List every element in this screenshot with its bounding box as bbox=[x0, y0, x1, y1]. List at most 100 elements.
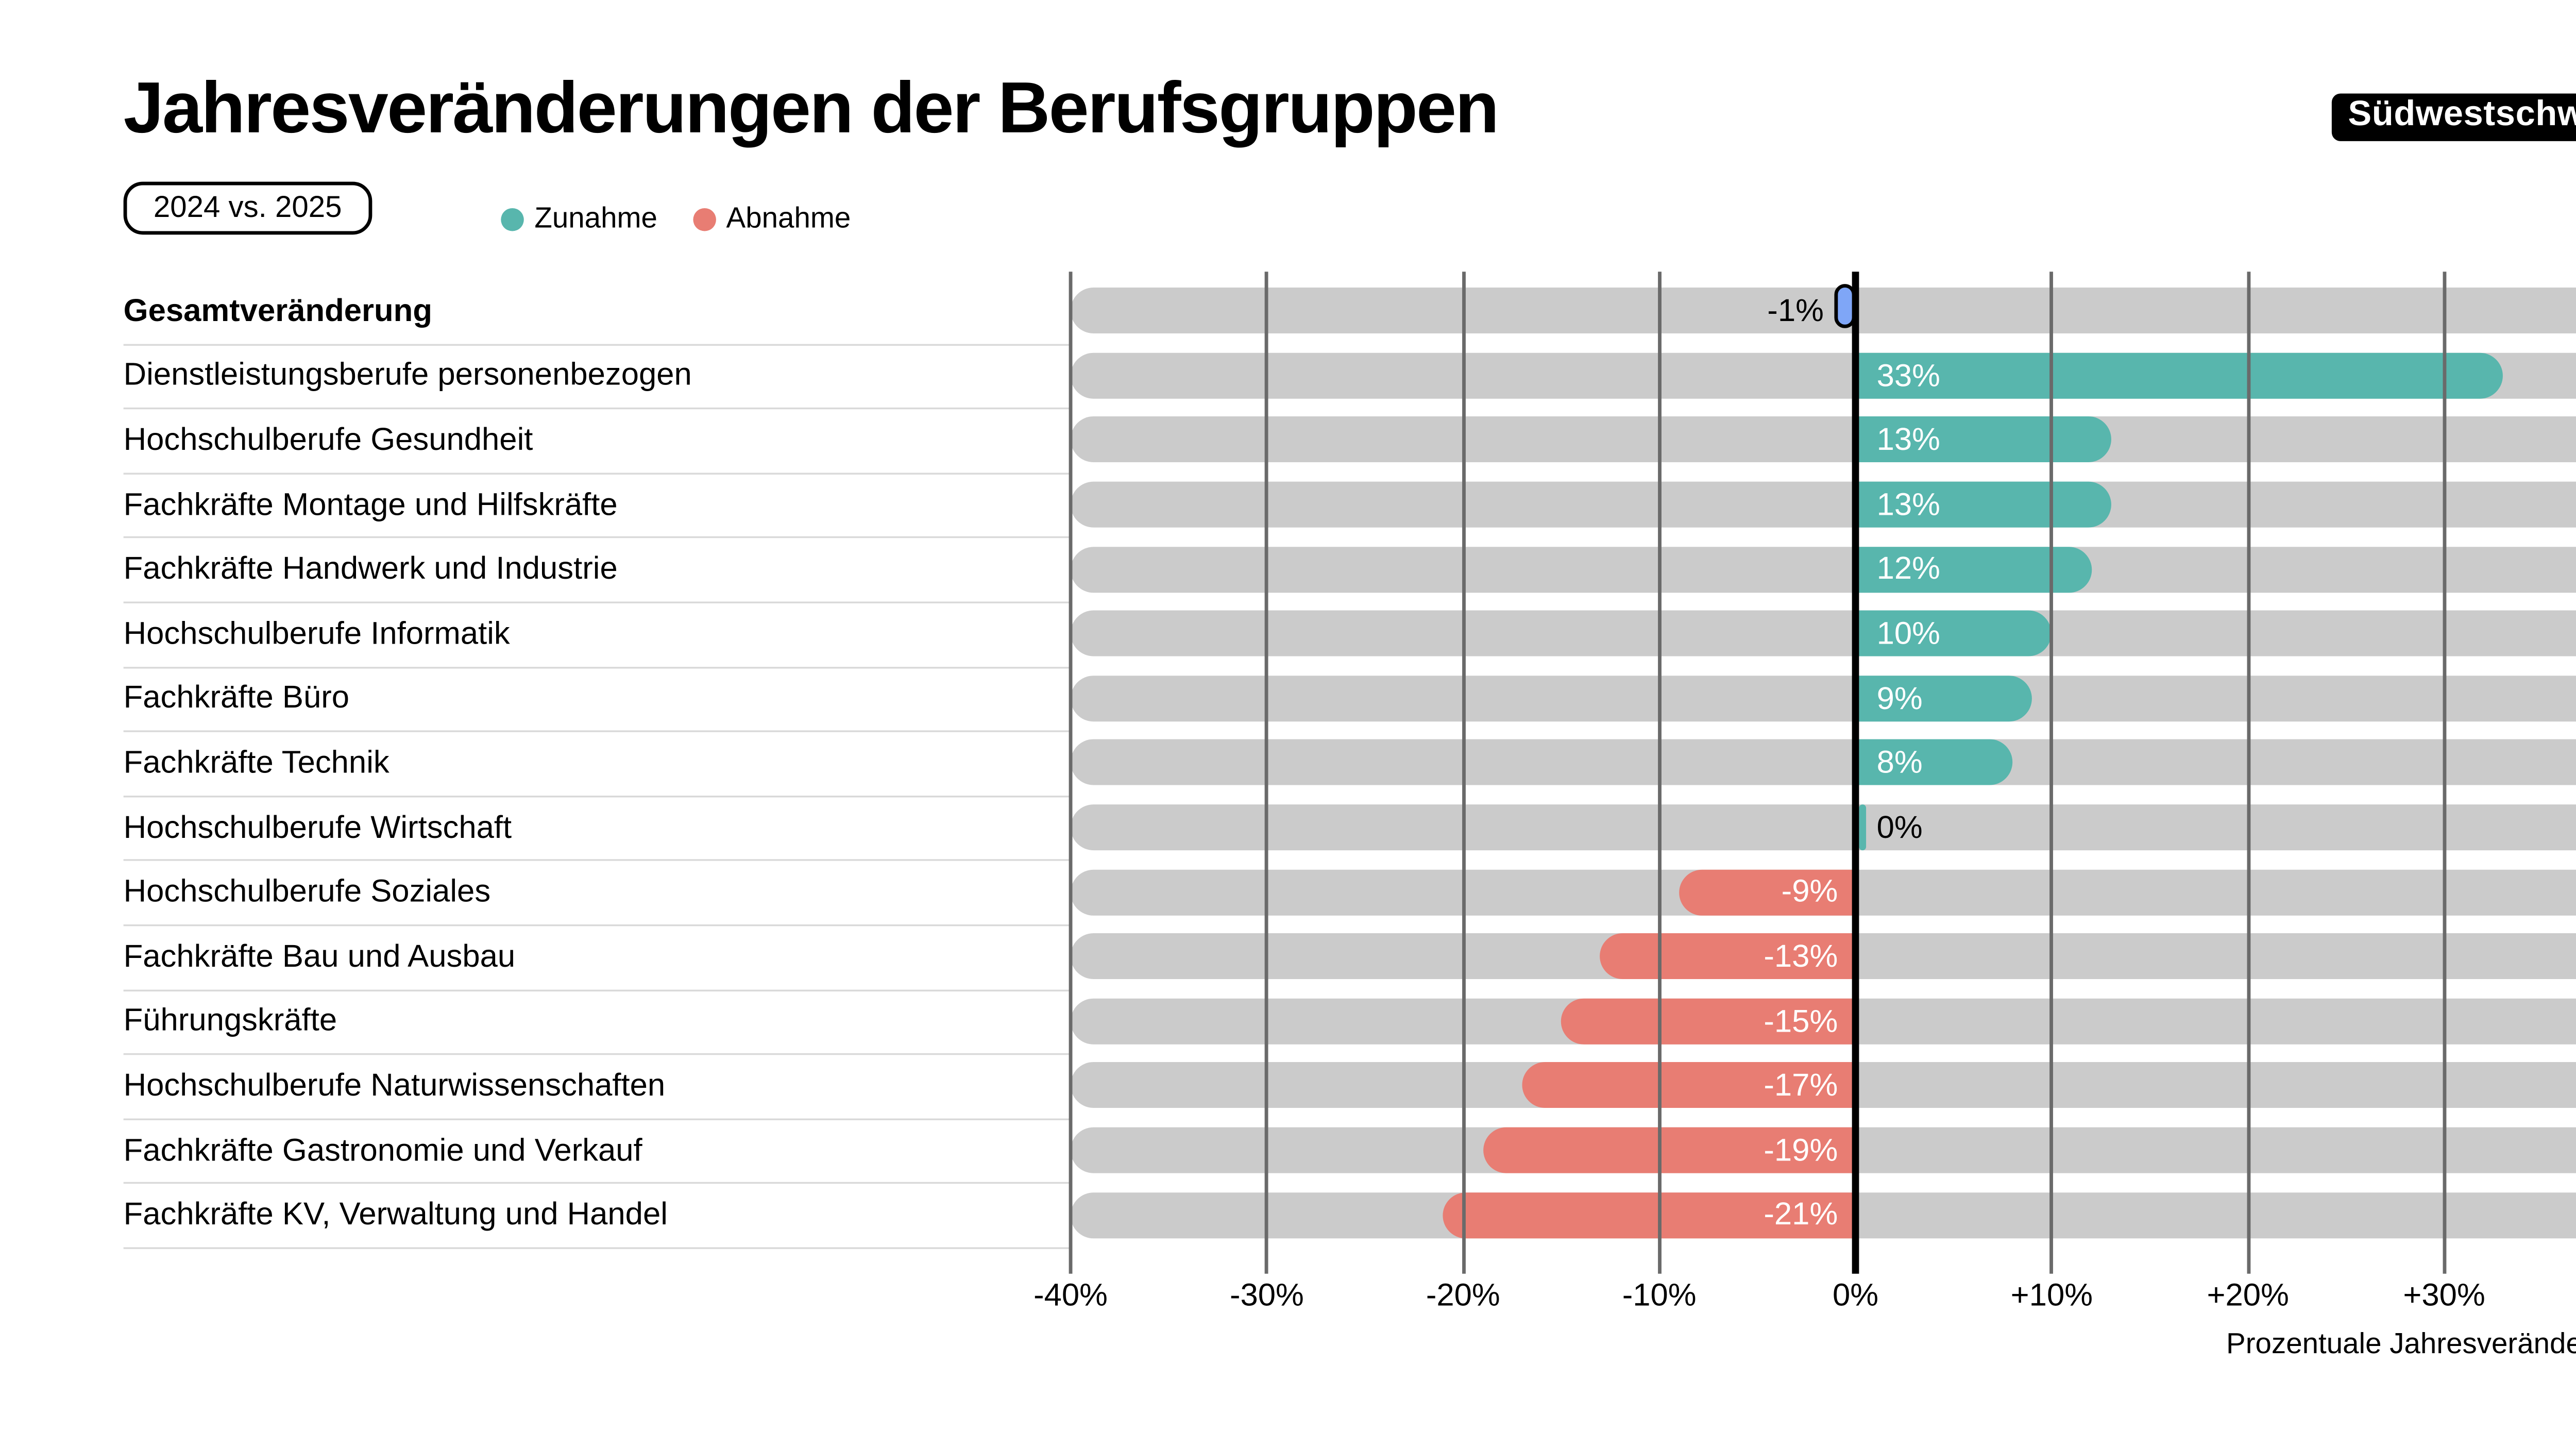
row-plot: -17% bbox=[1071, 1053, 2576, 1118]
legend-item-increase: Zunahme bbox=[501, 202, 657, 235]
bar-track bbox=[1071, 417, 2576, 463]
row-plot: 9% bbox=[1071, 666, 2576, 731]
x-tick-label: -10% bbox=[1622, 1277, 1697, 1313]
bar-track bbox=[1071, 739, 2576, 786]
row-plot: 33% bbox=[1071, 343, 2576, 408]
chart-row: Hochschulberufe Gesundheit 13% bbox=[123, 408, 2576, 475]
decrease-bar bbox=[1561, 998, 1856, 1045]
increase-bar bbox=[1855, 481, 2111, 528]
row-label: Fachkräfte Büro bbox=[123, 666, 1071, 733]
row-plot: 10% bbox=[1071, 601, 2576, 666]
x-tick-label: -40% bbox=[1033, 1277, 1108, 1313]
x-tick-label: +30% bbox=[2403, 1277, 2485, 1313]
brand-logo: Südwestschweiz bbox=[2332, 93, 2576, 141]
chart-row: Dienstleistungsberufe personenbezogen 33% bbox=[123, 343, 2576, 410]
value-label: -1% bbox=[1767, 293, 1824, 328]
value-label: 8% bbox=[1876, 745, 1923, 780]
legend: Zunahme Abnahme bbox=[501, 194, 851, 244]
zero-bar bbox=[1859, 804, 1867, 851]
chart-row: Fachkräfte Gastronomie und Verkauf -19% bbox=[123, 1118, 2576, 1185]
increase-bar bbox=[1855, 675, 2032, 721]
row-plot: -15% bbox=[1071, 989, 2576, 1053]
increase-bar bbox=[1855, 417, 2111, 463]
value-label: 13% bbox=[1876, 422, 1940, 458]
chart-row: Fachkräfte Technik 8% bbox=[123, 731, 2576, 797]
value-label: -15% bbox=[1764, 1003, 1838, 1038]
legend-decrease-label: Abnahme bbox=[726, 201, 851, 234]
row-label: Fachkräfte Montage und Hilfskräfte bbox=[123, 473, 1071, 539]
row-label: Fachkräfte Technik bbox=[123, 731, 1071, 797]
value-label: 33% bbox=[1876, 357, 1940, 393]
chart-row: Fachkräfte Büro 9% bbox=[123, 666, 2576, 733]
decrease-bar bbox=[1522, 1063, 1856, 1109]
value-label: -19% bbox=[1764, 1132, 1838, 1168]
decrease-bar bbox=[1600, 933, 1856, 980]
row-label: Gesamtveränderung bbox=[123, 279, 1071, 345]
decrease-bar bbox=[1482, 1127, 1856, 1173]
chart-rows: Gesamtveränderung -1% Dienstleistungsberuf… bbox=[123, 279, 2576, 1249]
chart-row: Hochschulberufe Informatik 10% bbox=[123, 601, 2576, 668]
x-tick-label: -20% bbox=[1426, 1277, 1500, 1313]
value-label: 12% bbox=[1876, 551, 1940, 586]
x-tick-label: +20% bbox=[2207, 1277, 2289, 1313]
chart-row: Hochschulberufe Wirtschaft 0% bbox=[123, 795, 2576, 862]
x-axis-title: Prozentuale Jahresveränderung bbox=[2226, 1328, 2576, 1360]
value-label: 13% bbox=[1876, 486, 1940, 522]
value-label: -9% bbox=[1781, 873, 1838, 910]
chart-row: Hochschulberufe Naturwissenschaften -17% bbox=[123, 1053, 2576, 1120]
row-label: Hochschulberufe Wirtschaft bbox=[123, 795, 1071, 862]
value-label: 9% bbox=[1876, 680, 1923, 716]
x-tick-label: -30% bbox=[1229, 1277, 1304, 1313]
increase-bar bbox=[1855, 611, 2052, 657]
x-tick-label: 0% bbox=[1832, 1277, 1879, 1313]
bar-track bbox=[1071, 481, 2576, 528]
total-bar bbox=[1834, 284, 1856, 329]
bar-track bbox=[1071, 804, 2576, 851]
row-label: Fachkräfte Handwerk und Industrie bbox=[123, 537, 1071, 603]
value-label: -13% bbox=[1764, 938, 1838, 974]
chart-row: Fachkräfte Montage und Hilfskräfte 13% bbox=[123, 473, 2576, 539]
row-plot: 8% bbox=[1071, 731, 2576, 795]
row-plot: 13% bbox=[1071, 408, 2576, 472]
comparison-badge: 2024 vs. 2025 bbox=[123, 181, 372, 235]
row-plot: -21% bbox=[1071, 1183, 2576, 1247]
increase-bar bbox=[1855, 739, 2013, 786]
bar-track bbox=[1071, 546, 2576, 593]
legend-increase-label: Zunahme bbox=[534, 201, 658, 234]
row-label: Hochschulberufe Soziales bbox=[123, 860, 1071, 927]
row-label: Dienstleistungsberufe personenbezogen bbox=[123, 343, 1071, 410]
value-label: -17% bbox=[1764, 1067, 1838, 1103]
x-tick-label: +40% bbox=[2561, 1277, 2576, 1315]
decrease-dot-icon bbox=[692, 207, 716, 230]
chart-row: Fachkräfte Handwerk und Industrie 12% bbox=[123, 537, 2576, 603]
x-tick-label: +10% bbox=[2010, 1277, 2093, 1313]
bar-track bbox=[1071, 288, 2576, 334]
value-label: 10% bbox=[1876, 615, 1940, 651]
row-plot: 12% bbox=[1071, 537, 2576, 601]
row-plot: -19% bbox=[1071, 1118, 2576, 1183]
bar-track bbox=[1071, 611, 2576, 657]
decrease-bar bbox=[1443, 1191, 1856, 1238]
page-title: Jahresveränderungen der Berufsgruppen bbox=[123, 67, 1499, 148]
chart-row: Führungskräfte -15% bbox=[123, 989, 2576, 1055]
row-label: Hochschulberufe Naturwissenschaften bbox=[123, 1053, 1071, 1120]
chart-row: Fachkräfte Bau und Ausbau -13% bbox=[123, 924, 2576, 991]
row-label: Hochschulberufe Gesundheit bbox=[123, 408, 1071, 475]
increase-dot-icon bbox=[501, 207, 524, 230]
row-label: Fachkräfte Bau und Ausbau bbox=[123, 924, 1071, 991]
bar-track bbox=[1071, 675, 2576, 721]
row-label: Fachkräfte KV, Verwaltung und Handel bbox=[123, 1183, 1071, 1249]
row-plot: -13% bbox=[1071, 924, 2576, 989]
increase-bar bbox=[1855, 352, 2503, 399]
row-plot: -9% bbox=[1071, 860, 2576, 924]
value-label: -21% bbox=[1764, 1197, 1838, 1232]
bar-chart: Gesamtveränderung -1% Dienstleistungsberuf… bbox=[123, 272, 2576, 1312]
row-label: Fachkräfte Gastronomie und Verkauf bbox=[123, 1118, 1071, 1185]
decrease-bar bbox=[1679, 869, 1856, 915]
row-label: Hochschulberufe Informatik bbox=[123, 601, 1071, 668]
chart-row: Gesamtveränderung -1% bbox=[123, 279, 2576, 345]
chart-row: Hochschulberufe Soziales -9% bbox=[123, 860, 2576, 927]
x-axis-ticks: -40% -30% -20% -10% 0% +10% +20% +30% +40% bbox=[1033, 1277, 2576, 1320]
chart-row: Fachkräfte KV, Verwaltung und Handel -21% bbox=[123, 1183, 2576, 1249]
